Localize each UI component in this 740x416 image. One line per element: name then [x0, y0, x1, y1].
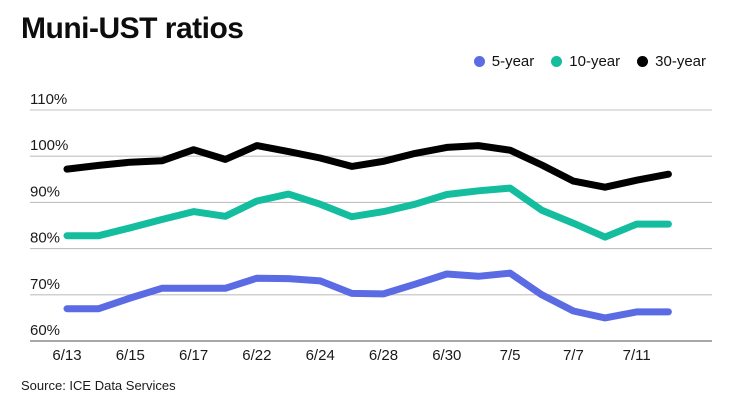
x-tick-label-6-24: 6/24 — [306, 347, 335, 364]
y-tick-label-80: 80% — [30, 230, 60, 247]
legend-item-5-year: 5-year — [473, 53, 535, 70]
legend-item-10-year: 10-year — [551, 53, 620, 70]
y-tick-label-60: 60% — [30, 322, 60, 339]
x-tick-label-6-15: 6/15 — [116, 347, 145, 364]
legend-item-30-year: 30-year — [637, 53, 706, 70]
x-tick-label-6-22: 6/22 — [242, 347, 271, 364]
x-tick-label-7-5: 7/5 — [500, 347, 521, 364]
x-tick-label-7-7: 7/7 — [563, 347, 584, 364]
y-tick-label-100: 100% — [30, 137, 68, 154]
y-tick-label-70: 70% — [30, 276, 60, 293]
chart-legend: 5-year 10-year 30-year — [473, 53, 706, 70]
x-tick-label-6-17: 6/17 — [179, 347, 208, 364]
legend-dot-10-year-icon — [551, 56, 563, 67]
legend-label-10-year: 10-year — [569, 53, 621, 70]
series-line-10-year — [63, 184, 672, 241]
legend-dot-30-year-icon — [637, 56, 649, 67]
x-tick-label-6-13: 6/13 — [52, 347, 81, 364]
x-tick-label-6-28: 6/28 — [369, 347, 398, 364]
y-tick-label-110: 110% — [30, 91, 67, 108]
legend-label-5-year: 5-year — [491, 53, 535, 70]
x-tick-label-7-11: 7/11 — [623, 347, 651, 364]
legend-label-30-year: 30-year — [655, 53, 706, 70]
y-tick-label-90: 90% — [30, 183, 60, 200]
chart-title: Muni-UST ratios — [21, 12, 244, 45]
source-note: Source: ICE Data Services — [21, 378, 176, 393]
series-line-5-year — [63, 269, 672, 322]
legend-dot-5-year-icon — [473, 56, 485, 67]
series-line-30-year — [63, 142, 672, 191]
x-tick-label-6-30: 6/30 — [432, 347, 461, 364]
